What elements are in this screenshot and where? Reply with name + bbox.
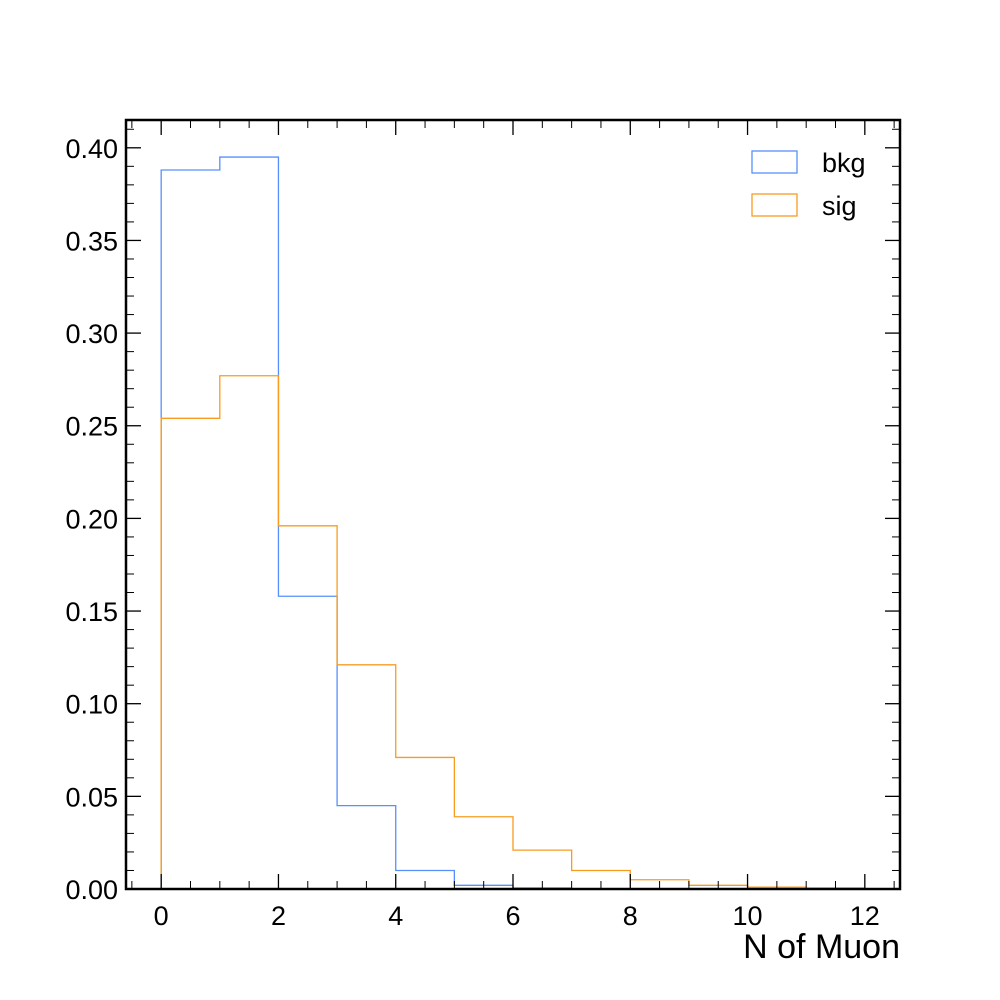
y-tick-label: 0.15	[65, 597, 118, 627]
x-axis-label: N of Muon	[743, 928, 900, 966]
y-tick-label: 0.40	[65, 134, 118, 164]
legend: bkg sig	[751, 148, 866, 221]
legend-label-sig: sig	[822, 191, 857, 221]
y-tick-label: 0.35	[65, 226, 118, 256]
x-tick-label: 10	[733, 901, 763, 931]
series-bkg	[160, 156, 865, 890]
ticks-layer: 0 2 4 6 8 10 12 0.00 0.05 0.10 0.15 0.20 0.25 0.30 0.3…	[65, 120, 900, 931]
plot-frame	[124, 118, 902, 891]
x-tick-label: 8	[623, 901, 638, 931]
y-tick-label: 0.05	[65, 782, 118, 812]
y-tick-label: 0.10	[65, 690, 118, 720]
y-tick-label: 0.25	[65, 412, 118, 442]
legend-swatch-sig	[751, 193, 798, 217]
x-tick-label: 4	[388, 901, 403, 931]
x-tick-label: 0	[154, 901, 169, 931]
legend-swatch-bkg	[751, 150, 798, 174]
x-tick-label: 6	[505, 901, 520, 931]
legend-label-bkg: bkg	[822, 148, 866, 178]
x-tick-label: 2	[271, 901, 286, 931]
series-sig	[160, 375, 866, 889]
y-tick-label: 0.00	[65, 875, 118, 905]
x-tick-label: 12	[850, 901, 880, 931]
y-tick-label: 0.30	[65, 319, 118, 349]
y-tick-label: 0.20	[65, 504, 118, 534]
series-layer	[160, 156, 866, 890]
